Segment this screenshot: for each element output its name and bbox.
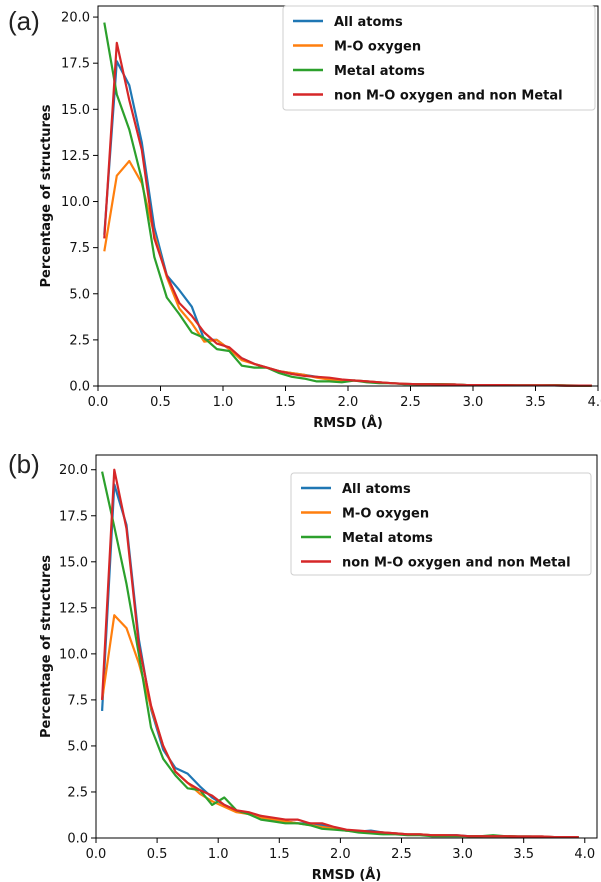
x-tick-label: 2.5 (400, 395, 421, 410)
y-tick-label: 12.5 (61, 149, 90, 164)
y-tick-label: 2.5 (69, 333, 90, 348)
y-tick-label: 15.0 (59, 555, 88, 570)
y-axis-title: Percentage of structures (39, 104, 54, 287)
y-tick-label: 0.0 (69, 380, 90, 395)
x-tick-label: 3.5 (513, 847, 534, 862)
x-tick-label: 0.5 (147, 847, 168, 862)
x-tick-label: 1.0 (213, 395, 234, 410)
line-chart-a: 0.0 0.5 1.0 1.5 2.0 2.5 3.0 3.5 4.0 0.0 2.5 5.0 7.5 1… (39, 5, 601, 431)
plot-frame (95, 454, 598, 839)
legend-label-metal-atoms: Metal atoms (334, 64, 425, 79)
x-tick-label: 3.0 (452, 847, 473, 862)
legend-label-all-atoms: All atoms (342, 482, 411, 497)
y-tick-label: 7.5 (69, 241, 90, 256)
y-tick-label: 12.5 (59, 601, 88, 616)
y-tick-label: 0.0 (67, 832, 88, 847)
chart-panel-b: (b) 0.0 0.5 1.0 1.5 2.0 2.5 3.0 3.5 4.0 0.0 2.5 5.0… (0, 441, 601, 882)
y-tick-label: 5.0 (67, 739, 88, 754)
panel-label: (a) (8, 6, 40, 36)
y-tick-label: 17.5 (59, 509, 88, 524)
legend-label-non-m-o-oxygen-and-non-metal: non M-O oxygen and non Metal (334, 89, 563, 104)
legend: All atoms M-O oxygen Metal atoms non M-O ox… (282, 5, 596, 111)
y-tick-label: 10.0 (59, 647, 88, 662)
x-tick-label: 1.5 (275, 395, 296, 410)
legend-box (282, 5, 596, 111)
x-axis-title: RMSD (Å) (312, 867, 382, 882)
x-tick-label: 1.0 (208, 847, 229, 862)
legend-label-all-atoms: All atoms (334, 15, 403, 30)
x-tick-label: 0.5 (150, 395, 171, 410)
x-tick-label: 2.5 (391, 847, 412, 862)
x-axis-title: RMSD (Å) (313, 415, 383, 431)
y-tick-label: 2.5 (67, 785, 88, 800)
chart-panel-a: (a) 0.0 0.5 1.0 1.5 2.0 2.5 3.0 3.5 4.0 0.0 2.5 5.0… (8, 5, 601, 431)
y-axis-title: Percentage of structures (39, 555, 54, 738)
y-tick-label: 20.0 (59, 463, 88, 478)
legend: All atoms M-O oxygen Metal atoms non M-O ox… (290, 472, 592, 576)
panel-label: (b) (8, 449, 40, 479)
series-line-non-m-o-oxygen-and-non-metal (103, 41, 592, 387)
x-tick-label: 1.5 (269, 847, 290, 862)
x-tick-label: 4.0 (588, 395, 601, 410)
series-line-non-m-o-oxygen-and-non-metal (101, 468, 579, 839)
y-tick-label: 20.0 (61, 11, 90, 26)
x-tick-label: 3.0 (463, 395, 484, 410)
series-lines (103, 22, 592, 387)
legend-box (290, 472, 592, 576)
line-chart-b: 0.0 0.5 1.0 1.5 2.0 2.5 3.0 3.5 4.0 0.0 2.5 5.0 7.5 1… (39, 454, 598, 882)
series-line-m-o-oxygen (101, 614, 579, 839)
y-tick-label: 5.0 (69, 287, 90, 302)
legend-label-m-o-oxygen: M-O oxygen (342, 507, 429, 522)
legend-label-metal-atoms: Metal atoms (342, 531, 433, 546)
x-tick-label: 0.0 (86, 847, 107, 862)
series-line-m-o-oxygen (103, 159, 592, 387)
series-lines (101, 468, 579, 839)
y-tick-label: 10.0 (61, 195, 90, 210)
y-tick-label: 7.5 (67, 693, 88, 708)
x-tick-label: 2.0 (338, 395, 359, 410)
legend-label-non-m-o-oxygen-and-non-metal: non M-O oxygen and non Metal (342, 556, 571, 571)
y-tick-label: 17.5 (61, 57, 90, 72)
legend-label-m-o-oxygen: M-O oxygen (334, 40, 421, 55)
x-tick-label: 0.0 (88, 395, 109, 410)
x-tick-label: 2.0 (330, 847, 351, 862)
x-tick-label: 3.5 (525, 395, 546, 410)
y-tick-label: 15.0 (61, 103, 90, 118)
x-tick-label: 4.0 (574, 847, 595, 862)
